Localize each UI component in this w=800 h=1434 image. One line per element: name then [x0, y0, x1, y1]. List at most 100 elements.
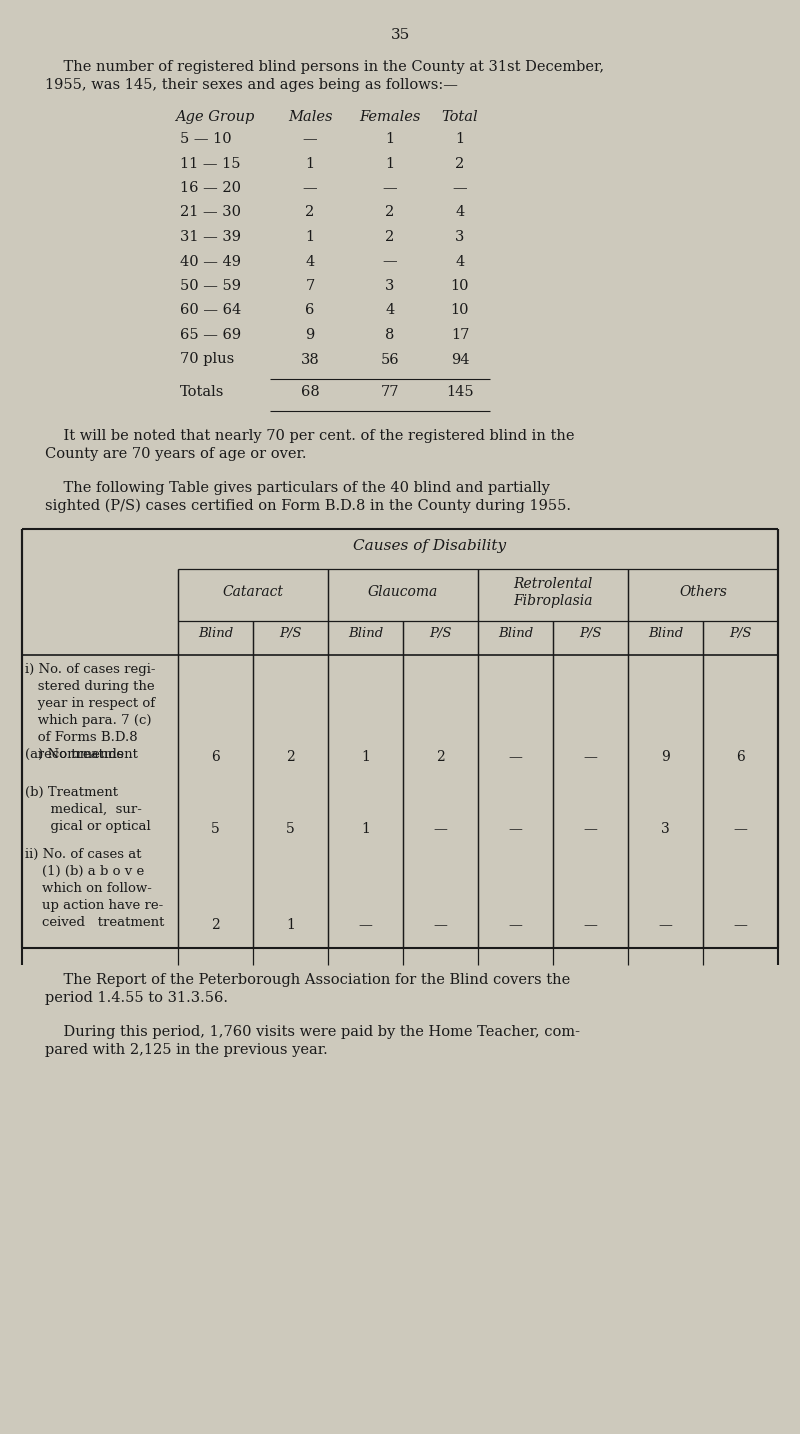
Text: (a) No treatment: (a) No treatment [25, 749, 138, 761]
Text: ii) No. of cases at: ii) No. of cases at [25, 847, 142, 860]
Text: —: — [583, 822, 598, 836]
Text: 31 — 39: 31 — 39 [180, 229, 241, 244]
Text: —: — [453, 181, 467, 195]
Text: 21 — 30: 21 — 30 [180, 205, 241, 219]
Text: which on follow-: which on follow- [25, 882, 152, 895]
Text: 2: 2 [386, 205, 394, 219]
Text: 1: 1 [306, 229, 314, 244]
Text: —: — [509, 822, 522, 836]
Text: County are 70 years of age or over.: County are 70 years of age or over. [45, 447, 306, 460]
Text: During this period, 1,760 visits were paid by the Home Teacher, com-: During this period, 1,760 visits were pa… [45, 1025, 580, 1040]
Text: Males: Males [288, 110, 332, 123]
Text: 1: 1 [386, 156, 394, 171]
Text: P/S: P/S [279, 627, 302, 640]
Text: —: — [434, 822, 447, 836]
Text: 1: 1 [286, 918, 295, 932]
Text: —: — [382, 181, 398, 195]
Text: —: — [583, 918, 598, 932]
Text: 1: 1 [386, 132, 394, 146]
Text: Causes of Disability: Causes of Disability [354, 539, 506, 554]
Text: Total: Total [442, 110, 478, 123]
Text: recommends: recommends [25, 749, 124, 761]
Text: 2: 2 [436, 750, 445, 764]
Text: 60 — 64: 60 — 64 [180, 304, 242, 317]
Text: Blind: Blind [348, 627, 383, 640]
Text: 10: 10 [450, 280, 470, 293]
Text: 9: 9 [661, 750, 670, 764]
Text: 1: 1 [361, 822, 370, 836]
Text: 3: 3 [455, 229, 465, 244]
Text: Females: Females [359, 110, 421, 123]
Text: 2: 2 [386, 229, 394, 244]
Text: sighted (P/S) cases certified on Form B.D.8 in the County during 1955.: sighted (P/S) cases certified on Form B.… [45, 499, 571, 513]
Text: stered during the: stered during the [25, 680, 154, 693]
Text: The number of registered blind persons in the County at 31st December,: The number of registered blind persons i… [45, 60, 604, 75]
Text: 77: 77 [381, 384, 399, 399]
Text: 35: 35 [390, 29, 410, 42]
Text: 4: 4 [386, 304, 394, 317]
Text: 70 plus: 70 plus [180, 353, 234, 367]
Text: 17: 17 [451, 328, 469, 341]
Text: 10: 10 [450, 304, 470, 317]
Text: 2: 2 [455, 156, 465, 171]
Text: —: — [302, 132, 318, 146]
Text: The following Table gives particulars of the 40 blind and partially: The following Table gives particulars of… [45, 480, 550, 495]
Text: (b) Treatment: (b) Treatment [25, 786, 118, 799]
Text: 145: 145 [446, 384, 474, 399]
Text: 9: 9 [306, 328, 314, 341]
Text: gical or optical: gical or optical [25, 820, 150, 833]
Text: Age Group: Age Group [175, 110, 254, 123]
Text: of Forms B.D.8: of Forms B.D.8 [25, 731, 138, 744]
Text: It will be noted that nearly 70 per cent. of the registered blind in the: It will be noted that nearly 70 per cent… [45, 429, 574, 443]
Text: —: — [583, 750, 598, 764]
Text: 2: 2 [286, 750, 295, 764]
Text: —: — [658, 918, 673, 932]
Text: Blind: Blind [198, 627, 233, 640]
Text: 94: 94 [450, 353, 470, 367]
Text: 40 — 49: 40 — 49 [180, 254, 241, 268]
Text: 38: 38 [301, 353, 319, 367]
Text: 8: 8 [386, 328, 394, 341]
Text: 1: 1 [455, 132, 465, 146]
Text: 6: 6 [736, 750, 745, 764]
Text: ceived   treatment: ceived treatment [25, 916, 164, 929]
Text: —: — [509, 750, 522, 764]
Text: 5: 5 [286, 822, 295, 836]
Text: 11 — 15: 11 — 15 [180, 156, 241, 171]
Text: P/S: P/S [430, 627, 452, 640]
Text: 3: 3 [661, 822, 670, 836]
Text: —: — [509, 918, 522, 932]
Text: pared with 2,125 in the previous year.: pared with 2,125 in the previous year. [45, 1043, 328, 1057]
Text: 6: 6 [306, 304, 314, 317]
Text: 7: 7 [306, 280, 314, 293]
Text: 65 — 69: 65 — 69 [180, 328, 241, 341]
Text: Blind: Blind [498, 627, 533, 640]
Text: 4: 4 [455, 205, 465, 219]
Text: 5 — 10: 5 — 10 [180, 132, 232, 146]
Text: 1: 1 [361, 750, 370, 764]
Text: (1) (b) a b o v e: (1) (b) a b o v e [25, 865, 144, 878]
Text: Blind: Blind [648, 627, 683, 640]
Text: Glaucoma: Glaucoma [368, 585, 438, 599]
Text: 4: 4 [306, 254, 314, 268]
Text: 2: 2 [211, 918, 220, 932]
Text: 1: 1 [306, 156, 314, 171]
Text: —: — [434, 918, 447, 932]
Text: 68: 68 [301, 384, 319, 399]
Text: period 1.4.55 to 31.3.56.: period 1.4.55 to 31.3.56. [45, 991, 228, 1005]
Text: 16 — 20: 16 — 20 [180, 181, 241, 195]
Text: 1955, was 145, their sexes and ages being as follows:—: 1955, was 145, their sexes and ages bein… [45, 77, 458, 92]
Text: —: — [302, 181, 318, 195]
Text: The Report of the Peterborough Association for the Blind covers the: The Report of the Peterborough Associati… [45, 974, 570, 987]
Text: P/S: P/S [579, 627, 602, 640]
Text: —: — [382, 254, 398, 268]
Text: Retrolental: Retrolental [514, 576, 593, 591]
Text: 4: 4 [455, 254, 465, 268]
Text: —: — [734, 918, 747, 932]
Text: up action have re-: up action have re- [25, 899, 163, 912]
Text: Others: Others [679, 585, 727, 599]
Text: medical,  sur-: medical, sur- [25, 803, 142, 816]
Text: Totals: Totals [180, 384, 224, 399]
Text: year in respect of: year in respect of [25, 697, 155, 710]
Text: 50 — 59: 50 — 59 [180, 280, 241, 293]
